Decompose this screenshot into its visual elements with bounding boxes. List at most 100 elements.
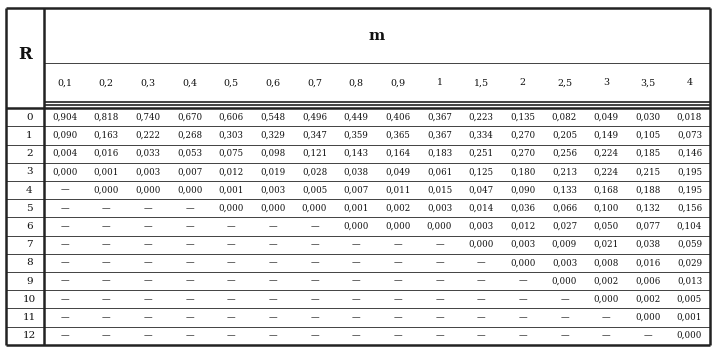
Text: —: — xyxy=(352,313,361,322)
Text: 0,548: 0,548 xyxy=(261,113,286,122)
Text: —: — xyxy=(227,331,236,340)
Text: —: — xyxy=(227,313,236,322)
Text: —: — xyxy=(185,313,194,322)
Text: 0,000: 0,000 xyxy=(135,186,160,195)
Text: —: — xyxy=(144,258,153,267)
Text: 0,224: 0,224 xyxy=(594,149,619,158)
Text: —: — xyxy=(310,313,319,322)
Text: 3,5: 3,5 xyxy=(640,78,655,87)
Text: —: — xyxy=(144,276,153,286)
Text: 0,090: 0,090 xyxy=(52,131,77,140)
Text: 0,000: 0,000 xyxy=(594,295,619,304)
Text: 0,224: 0,224 xyxy=(594,167,619,176)
Text: —: — xyxy=(268,240,277,249)
Text: 0,133: 0,133 xyxy=(552,186,577,195)
Text: 12: 12 xyxy=(23,331,36,340)
Text: —: — xyxy=(227,222,236,231)
Text: —: — xyxy=(560,331,569,340)
Text: —: — xyxy=(102,313,110,322)
Text: 0,143: 0,143 xyxy=(344,149,369,158)
Text: —: — xyxy=(60,258,69,267)
Text: 0,329: 0,329 xyxy=(261,131,285,140)
Text: 0,256: 0,256 xyxy=(552,149,577,158)
Text: 3: 3 xyxy=(603,78,609,87)
Text: 0,000: 0,000 xyxy=(510,258,536,267)
Text: 0,098: 0,098 xyxy=(260,149,286,158)
Text: —: — xyxy=(185,258,194,267)
Text: —: — xyxy=(102,331,110,340)
Text: 0,012: 0,012 xyxy=(511,222,536,231)
Text: 0,047: 0,047 xyxy=(468,186,494,195)
Text: 0,061: 0,061 xyxy=(427,167,452,176)
Text: 0,033: 0,033 xyxy=(135,149,160,158)
Text: 0,4: 0,4 xyxy=(182,78,197,87)
Text: 0,000: 0,000 xyxy=(177,186,202,195)
Text: 0,168: 0,168 xyxy=(594,186,619,195)
Text: 8: 8 xyxy=(26,258,33,267)
Text: 0,205: 0,205 xyxy=(552,131,577,140)
Text: —: — xyxy=(310,276,319,286)
Text: 0,904: 0,904 xyxy=(52,113,77,122)
Text: —: — xyxy=(60,331,69,340)
Text: —: — xyxy=(435,313,444,322)
Text: 0,003: 0,003 xyxy=(511,240,536,249)
Text: 0,073: 0,073 xyxy=(677,131,702,140)
Text: 0,021: 0,021 xyxy=(594,240,619,249)
Text: —: — xyxy=(352,240,361,249)
Text: —: — xyxy=(310,222,319,231)
Text: 0,2: 0,2 xyxy=(99,78,114,87)
Text: 0,049: 0,049 xyxy=(385,167,410,176)
Text: 0,270: 0,270 xyxy=(511,149,536,158)
Text: 0,066: 0,066 xyxy=(552,204,577,213)
Text: 0,000: 0,000 xyxy=(385,222,410,231)
Text: —: — xyxy=(227,295,236,304)
Text: 0,038: 0,038 xyxy=(344,167,369,176)
Text: 0,009: 0,009 xyxy=(552,240,577,249)
Text: 0,270: 0,270 xyxy=(511,131,536,140)
Text: —: — xyxy=(102,295,110,304)
Text: —: — xyxy=(518,276,527,286)
Text: 0,075: 0,075 xyxy=(218,149,243,158)
Text: 1: 1 xyxy=(26,131,33,140)
Text: 0,406: 0,406 xyxy=(385,113,410,122)
Text: —: — xyxy=(477,313,485,322)
Text: 0,002: 0,002 xyxy=(594,276,619,286)
Text: 0,149: 0,149 xyxy=(594,131,619,140)
Text: 0,334: 0,334 xyxy=(469,131,493,140)
Text: —: — xyxy=(310,331,319,340)
Text: 0,195: 0,195 xyxy=(677,167,702,176)
Text: —: — xyxy=(60,186,69,195)
Text: —: — xyxy=(477,258,485,267)
Text: 0,195: 0,195 xyxy=(677,186,702,195)
Text: 0,016: 0,016 xyxy=(635,258,660,267)
Text: —: — xyxy=(268,331,277,340)
Text: —: — xyxy=(394,331,402,340)
Text: 0,303: 0,303 xyxy=(219,131,243,140)
Text: —: — xyxy=(185,240,194,249)
Text: 3: 3 xyxy=(26,167,33,176)
Text: 0,049: 0,049 xyxy=(594,113,619,122)
Text: —: — xyxy=(477,295,485,304)
Text: 0,496: 0,496 xyxy=(302,113,327,122)
Text: —: — xyxy=(268,295,277,304)
Text: —: — xyxy=(435,258,444,267)
Text: —: — xyxy=(227,258,236,267)
Text: 0,090: 0,090 xyxy=(511,186,536,195)
Text: —: — xyxy=(394,240,402,249)
Text: 0,015: 0,015 xyxy=(427,186,452,195)
Text: —: — xyxy=(477,331,485,340)
Text: 0,367: 0,367 xyxy=(427,113,452,122)
Text: —: — xyxy=(185,295,194,304)
Text: —: — xyxy=(60,240,69,249)
Text: 0,000: 0,000 xyxy=(635,313,660,322)
Text: 0,359: 0,359 xyxy=(344,131,369,140)
Text: 0,005: 0,005 xyxy=(677,295,702,304)
Text: 0,059: 0,059 xyxy=(677,240,702,249)
Text: 0,000: 0,000 xyxy=(94,186,119,195)
Text: 1: 1 xyxy=(437,78,442,87)
Text: 0,125: 0,125 xyxy=(468,167,494,176)
Text: —: — xyxy=(144,204,153,213)
Text: —: — xyxy=(144,240,153,249)
Text: 0,135: 0,135 xyxy=(511,113,536,122)
Text: —: — xyxy=(310,240,319,249)
